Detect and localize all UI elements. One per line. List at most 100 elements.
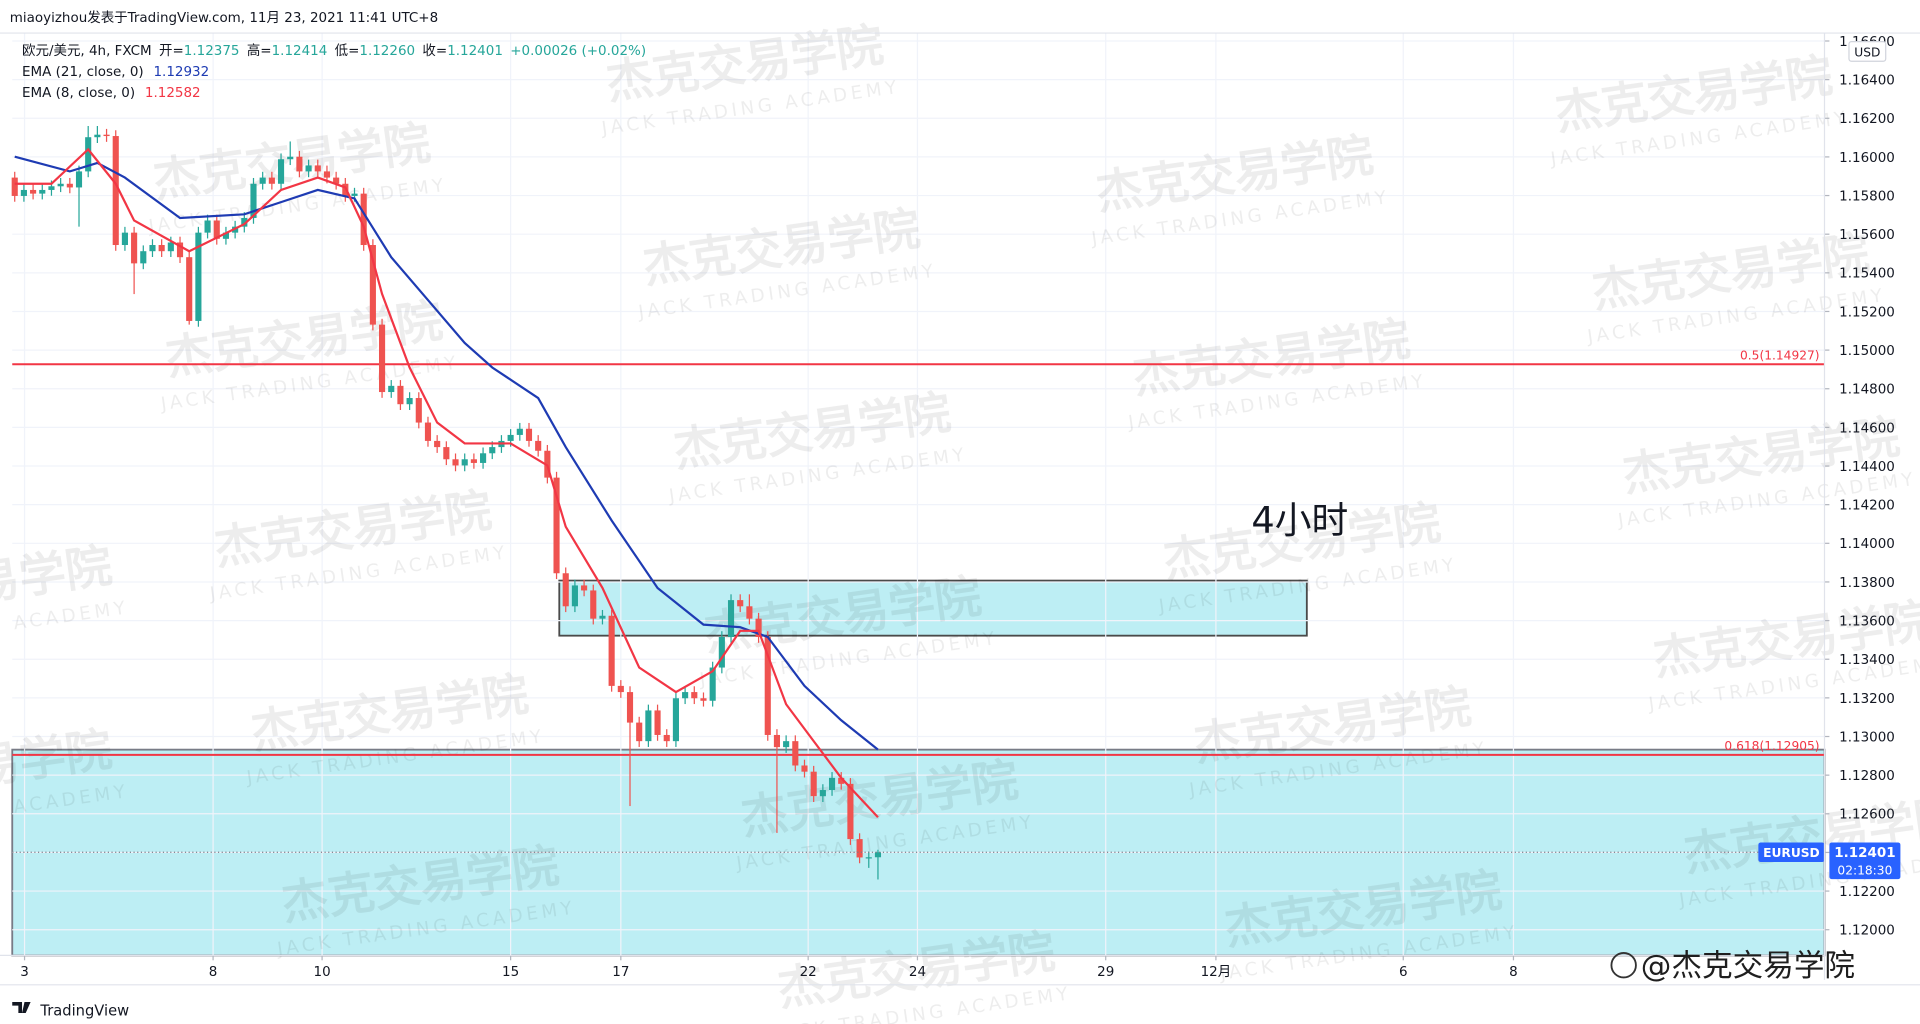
- legend-ema: EMA (8, close, 0) 1.12582: [22, 85, 201, 101]
- ohlc-label: 高=: [247, 42, 272, 59]
- candle-body: [599, 615, 606, 619]
- y-tick-label: 1.15400: [1839, 266, 1895, 282]
- candle-body: [535, 440, 542, 451]
- legend-value: 1.12932: [153, 64, 209, 80]
- candle-body: [195, 232, 202, 321]
- credit-icon: [1610, 952, 1637, 979]
- y-tick-label: 1.14800: [1839, 382, 1895, 398]
- candle-body: [333, 177, 340, 184]
- y-tick-label: 1.14600: [1839, 420, 1895, 436]
- candle-body: [397, 385, 404, 405]
- candle-body: [801, 765, 808, 772]
- brand: TradingView: [39, 1002, 129, 1019]
- candle-body: [443, 447, 450, 460]
- ohlc-label: 开=: [159, 43, 184, 59]
- y-tick-label: 1.15800: [1839, 188, 1895, 204]
- x-tick-label: 15: [502, 964, 519, 980]
- candle-body: [360, 193, 367, 246]
- candle-body: [773, 734, 781, 748]
- ohlc-value: 1.12401: [447, 43, 503, 59]
- level-label: 0.618(1.12905): [1724, 739, 1819, 753]
- candle-body: [838, 777, 845, 784]
- y-tick-label: 1.16400: [1839, 73, 1895, 89]
- candle-body: [406, 398, 413, 405]
- legend-symbol: 欧元/美元, 4h, FXCM 开=1.12375 高=1.12414 低=1.122…: [22, 42, 646, 59]
- price-tag-value: 1.12401: [1834, 845, 1895, 861]
- candle-body: [415, 398, 422, 423]
- candle-body: [158, 245, 165, 252]
- candle-body: [259, 177, 266, 184]
- candle-body: [186, 257, 193, 321]
- y-tick-label: 1.12200: [1839, 884, 1895, 900]
- ticker: EURUSD: [1763, 846, 1820, 860]
- candle-body: [516, 428, 523, 435]
- candle-body: [847, 783, 854, 840]
- logo-icon: [12, 1001, 31, 1013]
- candle-body: [94, 134, 101, 138]
- candle-body: [727, 600, 735, 638]
- candle-body: [121, 232, 128, 246]
- candle-body: [737, 600, 744, 607]
- level-label: 0.5(1.14927): [1740, 348, 1820, 362]
- candle-body: [746, 606, 753, 619]
- candle-body: [636, 722, 643, 742]
- y-tick-label: 1.16200: [1839, 111, 1895, 127]
- legend-value: 1.12582: [145, 85, 201, 101]
- x-tick-label: 8: [209, 964, 218, 980]
- x-tick-label: 22: [800, 964, 817, 980]
- candle-body: [489, 447, 496, 454]
- candle-body: [287, 156, 294, 160]
- candle-body: [30, 189, 37, 194]
- candle-body: [828, 777, 836, 791]
- candle-body: [810, 771, 817, 797]
- currency-box: [1848, 41, 1887, 62]
- levels: 0.5(1.14927) 0.618(1.12905): [12, 348, 1825, 756]
- y-tick-label: 1.13600: [1839, 613, 1895, 629]
- legend-entry: EMA (21, close, 0): [22, 64, 144, 80]
- candle-body: [112, 136, 119, 246]
- ohlc-label: 低=: [335, 43, 360, 59]
- candle-body: [378, 324, 386, 393]
- candle-body: [792, 741, 799, 766]
- legend-entry: EMA (8, close, 0): [22, 85, 135, 101]
- price-tag: [1829, 842, 1901, 880]
- candle-body: [296, 156, 303, 172]
- candle-body: [39, 189, 46, 194]
- x-tick-label: 12月: [1201, 964, 1232, 980]
- candle-body: [672, 698, 679, 742]
- candle-body: [140, 251, 147, 264]
- y-tick-label: 1.12600: [1839, 807, 1895, 823]
- ohlc-value: 1.12375: [184, 43, 240, 59]
- candle-body: [507, 434, 514, 441]
- candle-body: [608, 615, 615, 686]
- candle-body: [709, 667, 716, 701]
- candle-body: [75, 171, 83, 188]
- candle-body: [213, 220, 220, 239]
- y-tick-label: 1.13000: [1839, 729, 1895, 745]
- y-tick-label: 1.12000: [1839, 923, 1895, 939]
- candle-body: [480, 453, 487, 463]
- candle-body: [525, 428, 533, 441]
- indicator-lines: [14, 147, 879, 819]
- ema-line: [14, 147, 879, 819]
- candle-body: [645, 710, 652, 742]
- candle-body: [865, 857, 872, 859]
- x-tick-label: 10: [314, 964, 331, 980]
- candle-body: [222, 232, 230, 239]
- annotation: 4小时: [1251, 499, 1348, 542]
- candle-body: [277, 159, 285, 184]
- candle-body: [167, 242, 174, 252]
- candle-body: [369, 245, 376, 325]
- y-tick-label: 1.12800: [1839, 768, 1895, 784]
- y-tick-label: 1.15000: [1839, 343, 1895, 359]
- candle-body: [424, 422, 432, 441]
- ticker-tag: [1758, 842, 1825, 863]
- candle-body: [176, 242, 184, 258]
- candle-body: [691, 692, 698, 699]
- y-tick-label: 1.15600: [1839, 227, 1895, 243]
- candle-body: [461, 459, 468, 466]
- candle-body: [241, 217, 248, 227]
- y-tick-label: 1.13200: [1839, 691, 1895, 707]
